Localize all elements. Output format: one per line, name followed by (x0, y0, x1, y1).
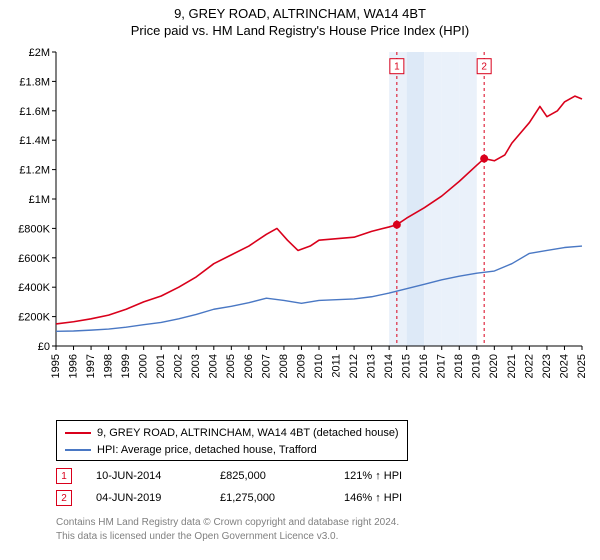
legend-label: 9, GREY ROAD, ALTRINCHAM, WA14 4BT (deta… (97, 425, 399, 442)
svg-text:2003: 2003 (190, 354, 202, 378)
txn-date: 04-JUN-2019 (96, 492, 196, 504)
svg-text:2016: 2016 (418, 354, 430, 378)
svg-text:2019: 2019 (471, 354, 483, 378)
legend-item: HPI: Average price, detached house, Traf… (65, 442, 399, 459)
svg-text:2007: 2007 (260, 354, 272, 378)
svg-text:2017: 2017 (436, 354, 448, 378)
svg-text:£0: £0 (38, 341, 50, 353)
svg-text:£2M: £2M (29, 47, 50, 59)
svg-text:1995: 1995 (50, 354, 62, 378)
legend-item: 9, GREY ROAD, ALTRINCHAM, WA14 4BT (deta… (65, 425, 399, 442)
svg-text:1999: 1999 (120, 354, 132, 378)
svg-text:1: 1 (394, 62, 400, 73)
svg-text:1997: 1997 (85, 354, 97, 378)
footnote-line1: Contains HM Land Registry data © Crown c… (56, 516, 399, 530)
marker-box: 2 (56, 490, 72, 506)
svg-text:2011: 2011 (330, 354, 342, 378)
svg-text:2006: 2006 (243, 354, 255, 378)
svg-text:£1.4M: £1.4M (19, 135, 50, 147)
svg-text:2024: 2024 (558, 354, 570, 378)
svg-text:2005: 2005 (225, 354, 237, 378)
svg-text:2020: 2020 (488, 354, 500, 378)
svg-text:£1.6M: £1.6M (19, 106, 50, 118)
table-row: 1 10-JUN-2014 £825,000 121% ↑ HPI (56, 465, 454, 487)
legend-swatch (65, 449, 91, 451)
svg-text:£600K: £600K (18, 253, 50, 265)
svg-text:2021: 2021 (506, 354, 518, 378)
txn-price: £1,275,000 (220, 492, 320, 504)
chart-title-address: 9, GREY ROAD, ALTRINCHAM, WA14 4BT (0, 0, 600, 21)
txn-hpi: 121% ↑ HPI (344, 470, 454, 482)
svg-text:£1.2M: £1.2M (19, 165, 50, 177)
svg-text:1996: 1996 (67, 354, 79, 378)
chart: £0 £200K £400K £600K £800K £1M £1.2M £1.4M £1.6M… (12, 44, 588, 414)
svg-text:2010: 2010 (313, 354, 325, 378)
svg-text:£200K: £200K (18, 312, 50, 324)
legend: 9, GREY ROAD, ALTRINCHAM, WA14 4BT (deta… (56, 420, 408, 461)
svg-text:2: 2 (481, 62, 487, 73)
svg-text:2025: 2025 (576, 354, 588, 378)
footnote: Contains HM Land Registry data © Crown c… (56, 516, 399, 543)
svg-text:2018: 2018 (453, 354, 465, 378)
svg-text:2013: 2013 (366, 354, 378, 378)
legend-label: HPI: Average price, detached house, Traf… (97, 442, 317, 459)
svg-text:2022: 2022 (523, 354, 535, 378)
svg-text:£400K: £400K (18, 282, 50, 294)
svg-text:2001: 2001 (155, 354, 167, 378)
svg-text:2002: 2002 (173, 354, 185, 378)
svg-text:2014: 2014 (383, 354, 395, 378)
svg-text:£1.8M: £1.8M (19, 76, 50, 88)
marker-box: 1 (56, 468, 72, 484)
legend-swatch (65, 432, 91, 434)
footnote-line2: This data is licensed under the Open Gov… (56, 530, 399, 544)
chart-title-sub: Price paid vs. HM Land Registry's House … (0, 21, 600, 38)
table-row: 2 04-JUN-2019 £1,275,000 146% ↑ HPI (56, 487, 454, 509)
txn-price: £825,000 (220, 470, 320, 482)
transactions-table: 1 10-JUN-2014 £825,000 121% ↑ HPI 2 04-J… (56, 465, 454, 509)
txn-hpi: 146% ↑ HPI (344, 492, 454, 504)
svg-text:£1M: £1M (29, 194, 50, 206)
svg-text:2012: 2012 (348, 354, 360, 378)
svg-text:2004: 2004 (208, 354, 220, 378)
svg-text:2015: 2015 (401, 354, 413, 378)
txn-date: 10-JUN-2014 (96, 470, 196, 482)
svg-text:2023: 2023 (541, 354, 553, 378)
svg-text:2008: 2008 (278, 354, 290, 378)
svg-text:£800K: £800K (18, 223, 50, 235)
svg-text:2000: 2000 (138, 354, 150, 378)
svg-text:2009: 2009 (295, 354, 307, 378)
svg-text:1998: 1998 (103, 354, 115, 378)
